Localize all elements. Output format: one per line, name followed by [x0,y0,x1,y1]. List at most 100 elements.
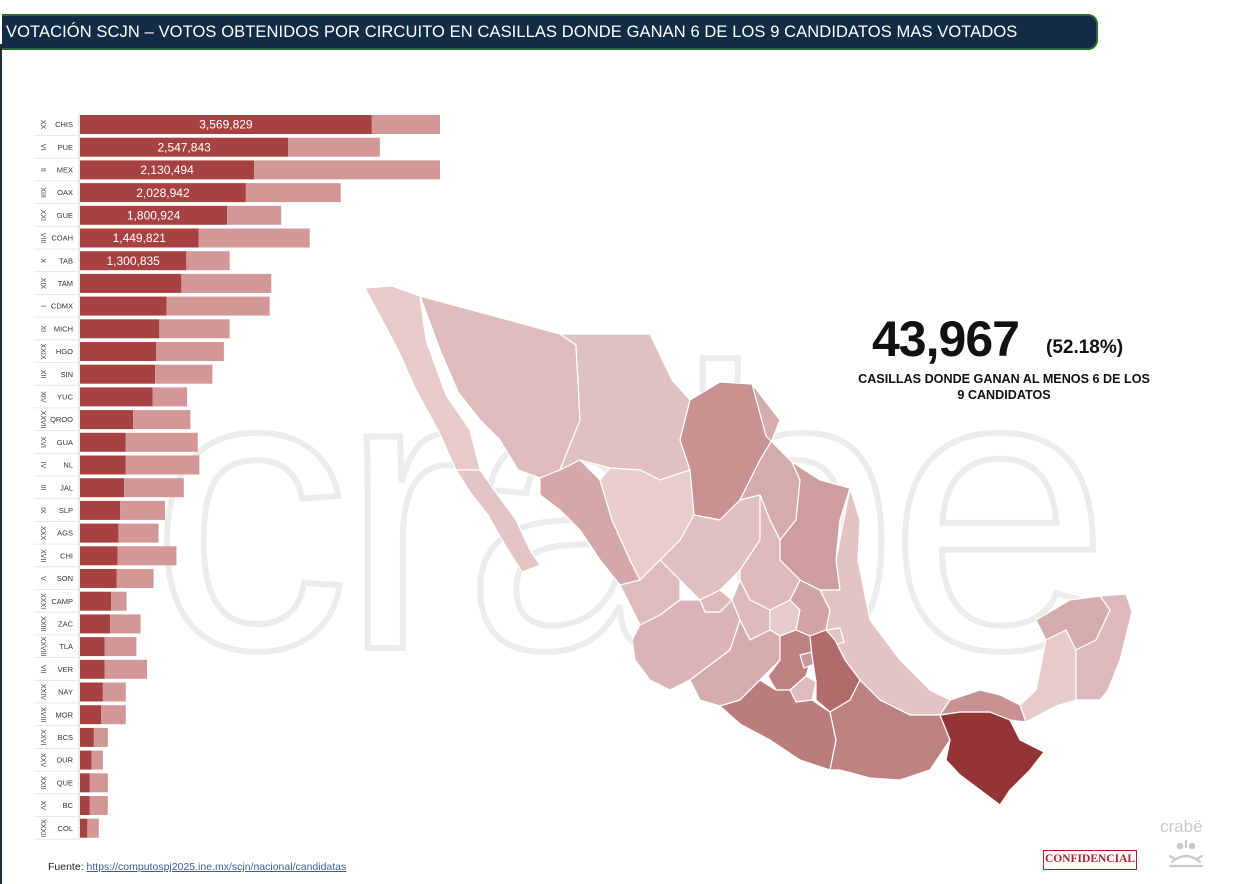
circuit-tick-label: XXIII [39,616,46,631]
circuit-tick-label: XVI [39,437,46,448]
bar-data-label: 1,449,821 [113,231,167,245]
map-state-camp [1019,629,1077,723]
bar-secondary [125,432,198,452]
bar-primary [80,455,126,475]
state-tick-label: DUR [57,756,74,765]
state-tick-label: GUA [57,438,73,447]
bar-primary [80,523,119,543]
bar-secondary [124,478,184,498]
bar-secondary [133,410,191,430]
circuit-tick-label: XIV [39,391,46,403]
map-state-son [419,295,581,479]
bar-secondary [152,387,188,407]
bar-primary [80,682,103,702]
confidential-badge: CONFIDENCIAL [1043,850,1137,870]
circuit-tick-label: II [39,168,46,172]
bar-primary [80,364,156,384]
state-tick-label: AGS [57,529,73,538]
circuit-tick-label: XXI [39,210,46,221]
bar-secondary [245,183,341,203]
circuit-tick-label: XI [39,325,46,332]
bar-primary [80,500,121,520]
bar-primary [80,432,126,452]
bar-secondary [254,160,440,180]
map-state-tab [939,689,1027,723]
circuit-tick-label: VII [39,665,46,674]
bar-data-label: 1,300,835 [106,254,160,268]
state-tick-label: CHIS [55,120,73,129]
circuit-tick-label: VIII [39,233,46,244]
bar-secondary [116,569,154,588]
state-tick-label: CDMX [51,302,73,311]
state-tick-label: TAB [59,256,73,265]
kpi-value: 43,967 [872,311,1020,367]
bar-primary [80,569,117,588]
bar-primary [80,750,92,770]
circuit-tick-label: XXVII [39,411,46,429]
state-tick-label: YUC [57,393,73,402]
bar-data-label: 1,800,924 [127,209,181,223]
state-tick-label: MOR [56,710,74,719]
state-tick-label: SIN [60,370,73,379]
bar-primary [80,228,199,248]
bar-secondary [288,137,380,157]
state-tick-label: NAY [58,688,73,697]
state-tick-label: PUE [58,143,73,152]
circuit-tick-label: IV [39,462,46,469]
map-state-chi [559,333,691,481]
bar-secondary [104,637,137,657]
map-state-zac [659,494,761,601]
state-tick-label: QROO [50,415,73,424]
circuit-tick-label: XX [39,120,46,130]
state-tick-label: TAM [58,279,73,288]
map-state-gue [719,679,837,771]
map-state-bc [364,285,481,471]
bar-primary [80,205,228,225]
page-title: VOTACIÓN SCJN – VOTOS OBTENIDOS POR CIRC… [6,23,1018,41]
circuit-tick-label: III [39,485,46,491]
kpi-caption: CASILLAS DONDE GANAN AL MENOS 6 DE LOS 9… [858,372,1150,402]
circuit-tick-label: XXVI [39,729,46,745]
bar-primary [80,137,289,157]
bar-primary [80,818,88,838]
state-tick-label: COAH [51,234,73,243]
state-tick-label: NL [63,461,73,470]
bar-secondary [91,750,103,770]
bar-data-label: 3,569,829 [199,118,253,132]
state-tick-label: CAMP [51,597,73,606]
state-tick-label: MEX [57,166,73,175]
state-tick-label: JAL [60,483,73,492]
bar-secondary [156,342,224,361]
bar-secondary [93,727,108,747]
state-tick-label: MICH [54,324,73,333]
circuit-tick-label: V [39,576,46,581]
state-tick-label: SLP [59,506,73,515]
source-label: Fuente: [48,861,87,873]
bar-secondary [89,796,108,815]
circuit-tick-label: XV [39,801,46,811]
bar-primary [80,614,111,634]
state-tick-label: BC [63,801,74,810]
crab-logo-icon [1168,839,1204,868]
map-state-oax [829,679,951,781]
bar-primary [80,659,105,679]
bar-primary [80,296,167,316]
bar-primary [80,251,187,271]
bar-primary [80,546,118,566]
circuit-tick-label: XXXI [39,593,46,609]
bar-primary [80,637,105,657]
circuit-tick-label: XXII [39,776,46,789]
source-link[interactable]: https://computospj2025.ine.mx/scjn/nacio… [86,861,347,873]
circuit-tick-label: I [39,305,46,307]
bar-primary [80,342,157,361]
bar-primary [80,796,90,815]
bar-primary [80,478,125,498]
bar-secondary [118,523,159,543]
bar-data-label: 2,547,843 [157,140,211,154]
map-state-chis [939,711,1045,806]
source-note: Fuente: https://computospj2025.ine.mx/sc… [48,861,346,873]
bar-primary [80,387,153,407]
bar-primary [80,410,134,430]
bar-data-label: 2,130,494 [140,163,194,177]
